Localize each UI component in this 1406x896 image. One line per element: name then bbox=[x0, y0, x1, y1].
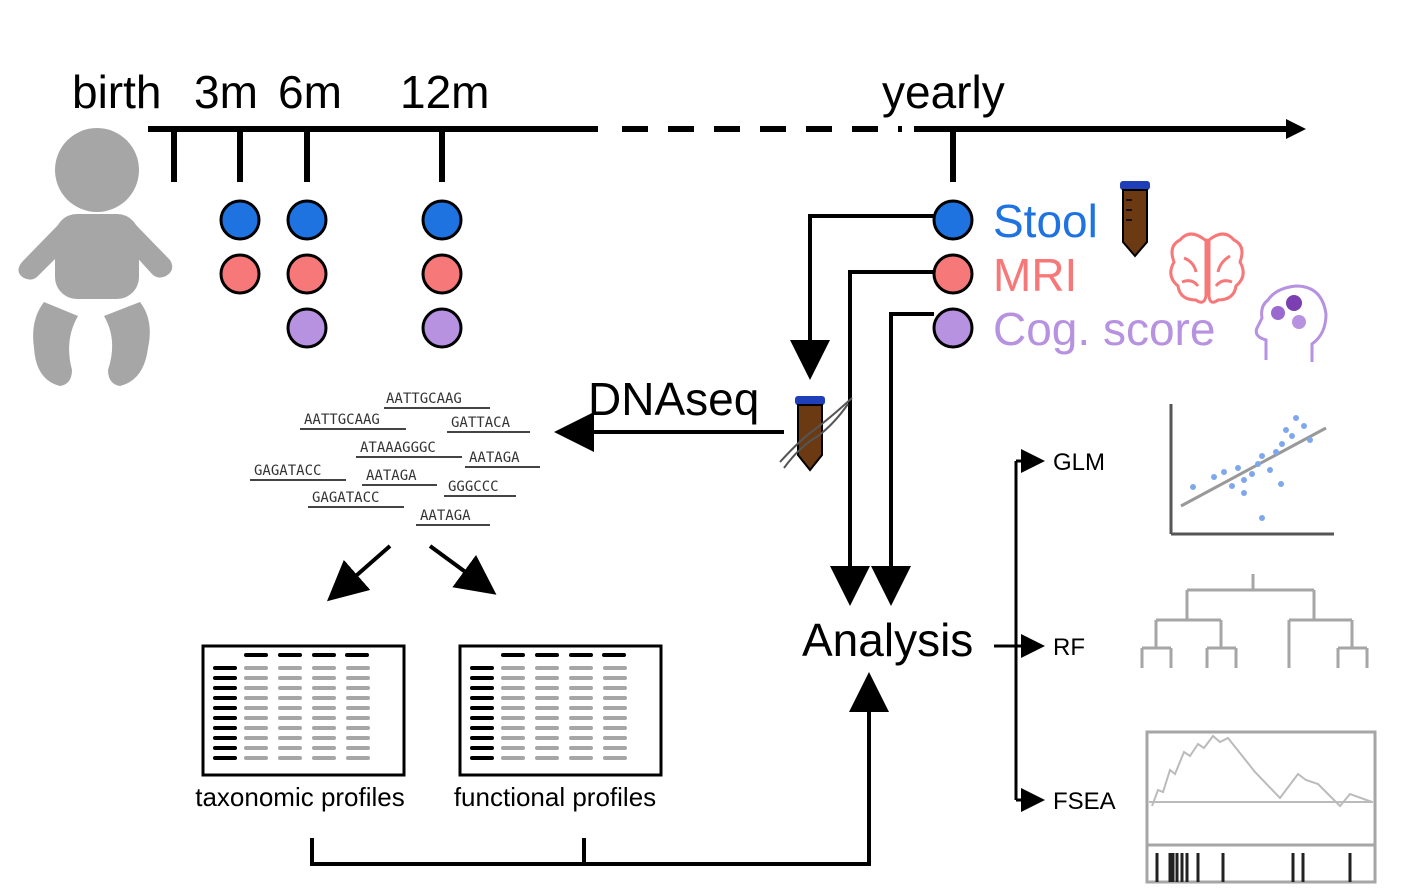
legend-stool: Stool bbox=[993, 195, 1098, 247]
timeline-label-12m: 12m bbox=[400, 66, 489, 118]
scatter-point bbox=[1241, 490, 1247, 496]
timeline-label-birth: birth bbox=[72, 66, 161, 118]
scatter-point bbox=[1255, 461, 1261, 467]
mri-dot-6m bbox=[286, 253, 328, 295]
taxonomic-profiles-label: taxonomic profiles bbox=[195, 782, 405, 812]
dnaseq-label: DNAseq bbox=[588, 373, 759, 425]
read-1: AATTGCAAG bbox=[386, 391, 462, 407]
legend-mri: MRI bbox=[993, 249, 1077, 301]
scatter-point bbox=[1273, 449, 1279, 455]
functional-profile-table bbox=[458, 644, 663, 777]
scatter-point bbox=[1279, 441, 1285, 447]
scatter-point bbox=[1289, 433, 1295, 439]
mri-dot-yearly bbox=[932, 253, 974, 295]
scatter-point bbox=[1221, 469, 1227, 475]
read-7: AATAGA bbox=[366, 468, 417, 484]
stool-dot-6m bbox=[286, 199, 328, 241]
cog-dot-6m bbox=[286, 307, 328, 349]
functional-profiles-label: functional profiles bbox=[454, 782, 656, 812]
read-8: GGGCCC bbox=[448, 479, 499, 495]
glm-scatter-icon bbox=[1169, 404, 1334, 536]
read-2: AATTGCAAG bbox=[304, 412, 380, 428]
scatter-point bbox=[1211, 474, 1217, 480]
arrow-cog-to-analysis bbox=[871, 312, 934, 606]
baby-icon bbox=[18, 128, 173, 386]
rf-tree-icon bbox=[1140, 574, 1369, 668]
sample-dots bbox=[219, 199, 974, 349]
scatter-point bbox=[1259, 453, 1265, 459]
arrow-reads-to-functional bbox=[428, 544, 497, 595]
head-gears-icon bbox=[1254, 284, 1328, 362]
brain-icon bbox=[1169, 232, 1245, 304]
scatter-point bbox=[1283, 427, 1289, 433]
stool-dot-12m bbox=[421, 199, 463, 241]
read-9: GAGATACC bbox=[312, 490, 379, 506]
scatter-point bbox=[1278, 481, 1284, 487]
read-3: GATTACA bbox=[451, 415, 511, 431]
read-10: AATAGA bbox=[420, 508, 471, 524]
mri-dot-12m bbox=[421, 253, 463, 295]
analysis-label: Analysis bbox=[802, 614, 973, 666]
timeline-label-6m: 6m bbox=[278, 66, 342, 118]
scatter-point bbox=[1307, 437, 1313, 443]
timeline-label-3m: 3m bbox=[194, 66, 258, 118]
scatter-point bbox=[1235, 465, 1241, 471]
scatter-point bbox=[1229, 483, 1235, 489]
mri-dot-3m bbox=[219, 253, 261, 295]
timeline: birth 3m 6m 12m yearly bbox=[72, 66, 1306, 182]
read-6: GAGATACC bbox=[254, 463, 321, 479]
fsea-plot-icon bbox=[1145, 730, 1377, 884]
stool-dot-yearly bbox=[932, 199, 974, 241]
arrow-profiles-to-analysis bbox=[310, 672, 889, 866]
method-fsea: FSEA bbox=[1053, 788, 1116, 815]
dnaseq-tube-icon bbox=[779, 396, 853, 472]
cog-dot-yearly bbox=[932, 307, 974, 349]
method-rf: RF bbox=[1053, 634, 1085, 661]
taxonomic-profile-table bbox=[201, 644, 406, 777]
scatter-point bbox=[1301, 423, 1307, 429]
method-glm: GLM bbox=[1053, 449, 1105, 476]
timeline-label-yearly: yearly bbox=[882, 66, 1005, 118]
stool-tube-icon bbox=[1120, 181, 1150, 258]
read-4: ATAAAGGGC bbox=[360, 440, 436, 456]
arrow-stool-to-tube bbox=[790, 214, 934, 380]
scatter-point bbox=[1293, 415, 1299, 421]
stool-dot-3m bbox=[219, 199, 261, 241]
legend-cog: Cog. score bbox=[993, 303, 1215, 355]
arrow-mri-to-analysis bbox=[830, 270, 934, 606]
scatter-point bbox=[1259, 515, 1265, 521]
scatter-point bbox=[1190, 484, 1196, 490]
read-5: AATAGA bbox=[469, 450, 520, 466]
sequence-reads: AATTGCAAG AATTGCAAG GATTACA ATAAAGGGC AA… bbox=[250, 391, 540, 526]
cog-dot-12m bbox=[421, 307, 463, 349]
scatter-point bbox=[1249, 471, 1255, 477]
arrow-reads-to-taxonomic bbox=[326, 544, 392, 602]
timeline-arrowhead bbox=[1286, 119, 1306, 139]
scatter-point bbox=[1267, 467, 1273, 473]
scatter-point bbox=[1241, 477, 1247, 483]
